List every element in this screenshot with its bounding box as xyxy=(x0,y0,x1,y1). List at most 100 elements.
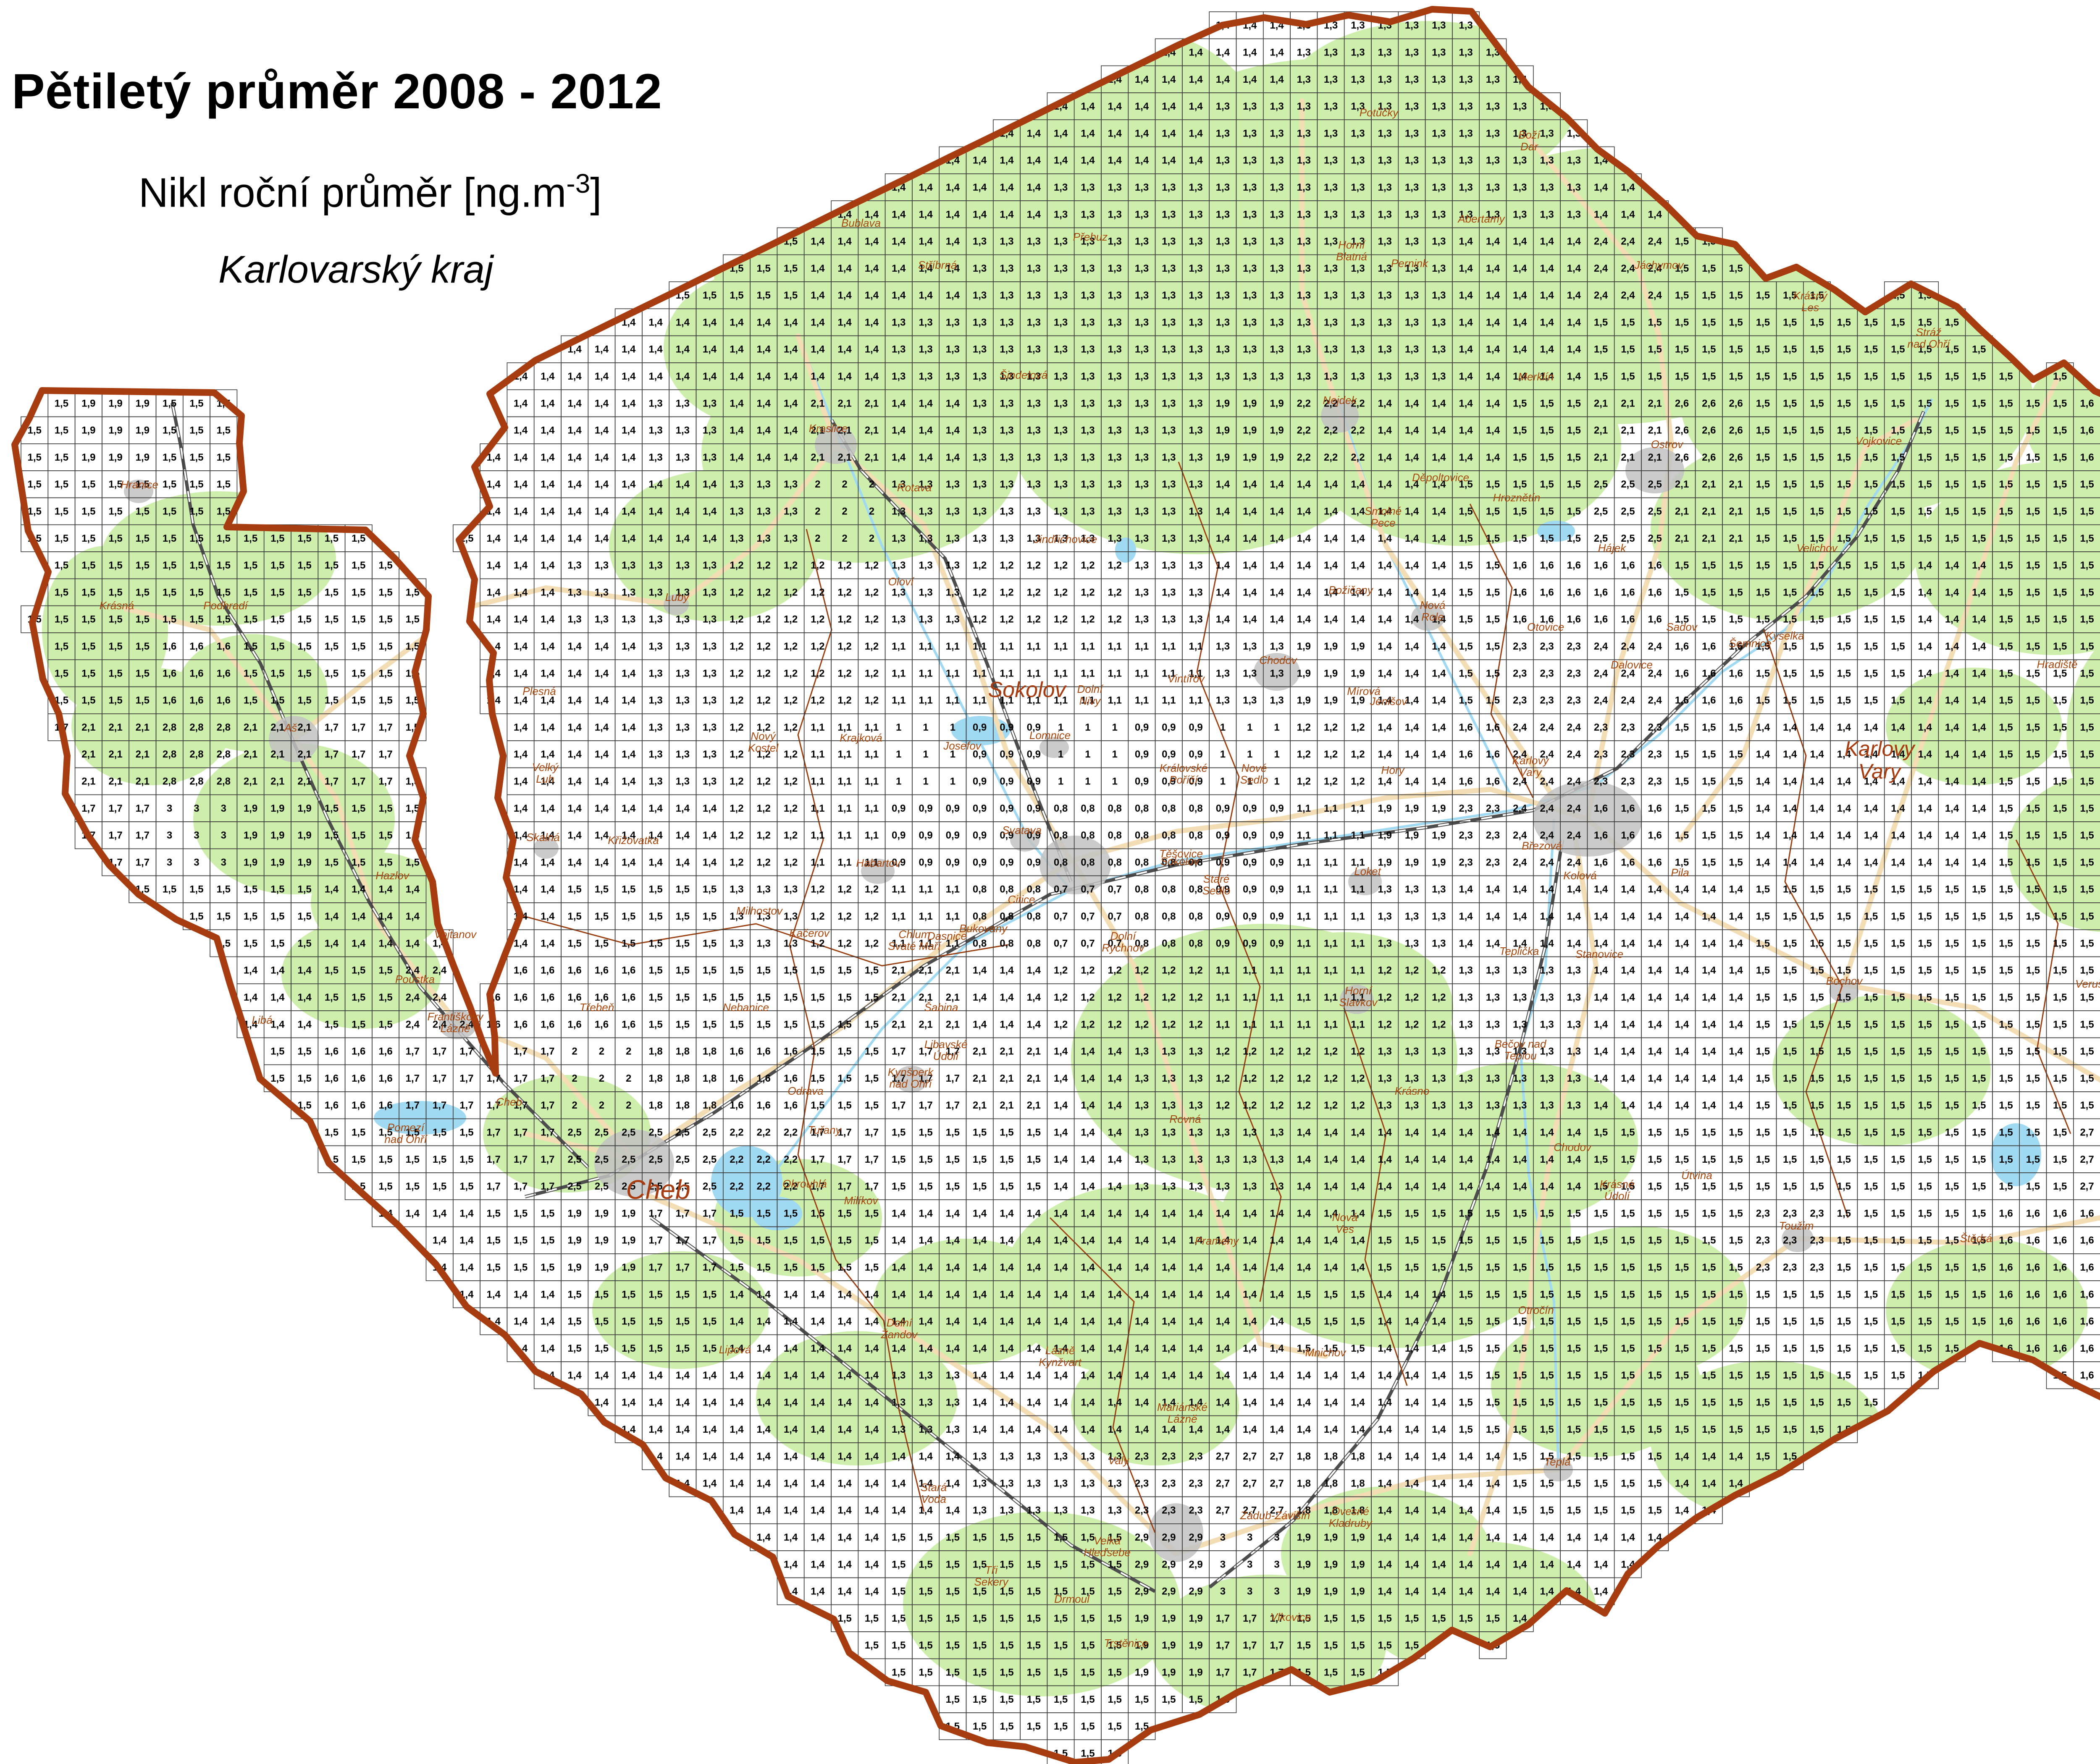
urban-area xyxy=(1340,985,1373,1014)
cell-value: 1,5 xyxy=(1756,452,1770,463)
cell-value: 1,3 xyxy=(1297,344,1311,355)
cell-value: 1,3 xyxy=(1162,587,1176,598)
cell-value: 1,3 xyxy=(1459,20,1473,31)
cell-value: 1,3 xyxy=(567,587,581,598)
cell-value: 1,3 xyxy=(703,398,717,409)
cell-value: 1,3 xyxy=(1243,155,1257,166)
cell-value: 1,3 xyxy=(946,506,960,517)
cell-value: 1,5 xyxy=(163,425,176,436)
cell-value: 1,4 xyxy=(1324,506,1338,517)
cell-value: 1,9 xyxy=(1270,452,1284,463)
cell-value: 1,5 xyxy=(1810,344,1824,355)
cell-value: 1,4 xyxy=(595,506,609,517)
cell-value: 1,3 xyxy=(1135,344,1149,355)
cell-value: 1,5 xyxy=(163,452,176,463)
cell-value: 1,3 xyxy=(1027,290,1041,301)
cell-value: 1,4 xyxy=(973,155,987,166)
cell-value: 1,4 xyxy=(487,560,501,571)
cell-value: 1,3 xyxy=(1135,425,1149,436)
cell-value: 1,5 xyxy=(2026,506,2040,517)
cell-value: 1,4 xyxy=(757,452,771,463)
cell-value: 2,4 xyxy=(1594,236,1608,247)
railway-dash xyxy=(650,1217,1155,1592)
cell-value: 1,4 xyxy=(1297,533,1311,544)
cell-value: 1,3 xyxy=(946,479,960,490)
cell-value: 1,4 xyxy=(1297,614,1311,625)
cell-value: 1,4 xyxy=(541,479,555,490)
cell-value: 1,4 xyxy=(648,371,663,382)
cell-value: 1,3 xyxy=(919,371,932,382)
cell-value: 1,5 xyxy=(1675,560,1689,571)
cell-value: 1,5 xyxy=(1837,344,1851,355)
cell-value: 1,4 xyxy=(865,263,879,274)
cell-value: 1,5 xyxy=(1486,641,1500,652)
cell-value: 1,4 xyxy=(1351,506,1365,517)
cell-value: 1,3 xyxy=(1378,128,1392,139)
cell-value: 2,1 xyxy=(1621,425,1635,436)
cell-value: 1,5 xyxy=(1945,317,1959,328)
cell-value: 1,5 xyxy=(1783,560,1797,571)
cell-value: 1,2 xyxy=(1000,587,1013,598)
cell-value: 1,3 xyxy=(1162,479,1176,490)
cell-value: 1,3 xyxy=(1432,344,1446,355)
cell-value: 1,5 xyxy=(352,614,365,625)
municipal-border xyxy=(1049,1217,1156,1533)
cell-value: 1,4 xyxy=(541,425,555,436)
cell-value: 2,5 xyxy=(1594,479,1608,490)
cell-value: 1,4 xyxy=(541,398,555,409)
cell-value: 1,5 xyxy=(1756,398,1770,409)
cell-value: 1,4 xyxy=(1189,74,1203,85)
cell-value: 1,3 xyxy=(1108,317,1122,328)
cell-value: 1,5 xyxy=(81,614,95,625)
urban-area xyxy=(439,1010,477,1039)
cell-value: 1,5 xyxy=(217,506,231,517)
cell-value: 1,3 xyxy=(1270,344,1284,355)
cell-value: 1,5 xyxy=(2026,560,2040,571)
cell-value: 1,3 xyxy=(1432,47,1446,58)
cell-value: 1,4 xyxy=(1459,263,1473,274)
cell-value: 1,3 xyxy=(1108,290,1122,301)
urban-area xyxy=(1040,737,1069,758)
cell-value: 1,4 xyxy=(1243,560,1257,571)
cell-value: 1,3 xyxy=(1432,74,1446,85)
cell-value: 1,5 xyxy=(1729,263,1743,274)
cell-value: 1,5 xyxy=(55,398,68,409)
cell-value: 1,5 xyxy=(1513,479,1527,490)
cell-value: 1,5 xyxy=(1756,560,1770,571)
cell-value: 2,1 xyxy=(1702,479,1716,490)
cell-value: 1,3 xyxy=(1162,425,1176,436)
cell-value: 1,6 xyxy=(1621,560,1635,571)
cell-value: 1,4 xyxy=(514,479,528,490)
cell-value: 1,3 xyxy=(1162,236,1176,247)
cell-value: 1,5 xyxy=(1999,614,2013,625)
cell-value: 1,3 xyxy=(1189,209,1202,220)
cell-value: 1,3 xyxy=(1405,155,1419,166)
cell-value: 1,3 xyxy=(1108,344,1122,355)
cell-value: 1,3 xyxy=(676,560,690,571)
cell-value: 1,3 xyxy=(1081,182,1095,193)
cell-value: 1,4 xyxy=(1324,479,1338,490)
cell-value: 1,3 xyxy=(1270,290,1284,301)
cell-value: 1,3 xyxy=(757,533,771,544)
cell-value: 1,4 xyxy=(514,560,528,571)
cell-value: 1,3 xyxy=(1081,479,1095,490)
cell-value: 1,5 xyxy=(297,533,311,544)
cell-value: 1,3 xyxy=(1432,101,1446,112)
cell-value: 1,4 xyxy=(730,398,744,409)
urban-area xyxy=(664,594,689,615)
cell-value: 1,5 xyxy=(108,533,122,544)
cell-value: 1,3 xyxy=(622,614,635,625)
cell-value: 1,3 xyxy=(730,506,743,517)
cell-value: 1,5 xyxy=(55,614,68,625)
cell-value: 1,3 xyxy=(1270,182,1284,193)
cell-value: 1,5 xyxy=(1999,587,2013,598)
cell-value: 1,3 xyxy=(892,560,906,571)
cell-value: 1,2 xyxy=(865,614,879,625)
cell-value: 1,4 xyxy=(837,371,852,382)
cell-value: 1,3 xyxy=(1216,155,1230,166)
cell-value: 1,2 xyxy=(730,560,743,571)
cell-value: 1,3 xyxy=(1054,209,1068,220)
cell-value: 1,6 xyxy=(1567,560,1581,571)
cell-value: 1,5 xyxy=(1999,371,2013,382)
